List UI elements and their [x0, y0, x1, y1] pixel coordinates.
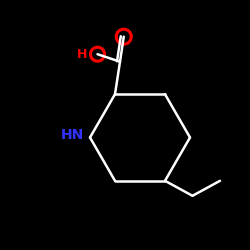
- Text: HN: HN: [61, 128, 84, 142]
- Text: H: H: [76, 48, 87, 61]
